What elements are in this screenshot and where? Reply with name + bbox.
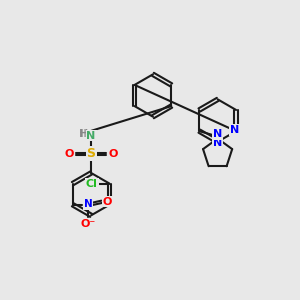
Text: N: N bbox=[84, 199, 93, 209]
Text: O: O bbox=[108, 149, 118, 159]
Text: N: N bbox=[84, 199, 93, 209]
Text: H: H bbox=[79, 129, 87, 139]
Text: N: N bbox=[213, 129, 222, 140]
Text: N: N bbox=[213, 138, 222, 148]
Text: O⁻: O⁻ bbox=[81, 219, 96, 229]
Text: Cl: Cl bbox=[86, 178, 98, 189]
Text: N: N bbox=[86, 130, 96, 141]
Text: N: N bbox=[86, 130, 96, 141]
Text: N: N bbox=[230, 125, 239, 135]
Text: O: O bbox=[108, 149, 118, 159]
Text: O: O bbox=[103, 197, 112, 207]
Text: O⁻: O⁻ bbox=[81, 219, 96, 229]
Text: Cl: Cl bbox=[86, 178, 98, 189]
Text: S: S bbox=[87, 147, 96, 160]
Text: O: O bbox=[103, 197, 112, 207]
Text: S: S bbox=[87, 147, 96, 160]
Text: N: N bbox=[230, 125, 239, 135]
Text: H: H bbox=[79, 129, 87, 139]
Text: O: O bbox=[64, 149, 74, 159]
Text: N: N bbox=[213, 138, 222, 148]
Text: O: O bbox=[64, 149, 74, 159]
